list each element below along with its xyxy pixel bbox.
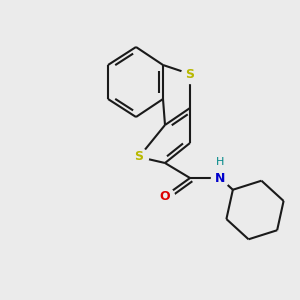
Text: S: S — [185, 68, 194, 80]
Text: S: S — [134, 151, 143, 164]
Text: N: N — [215, 172, 225, 184]
Text: H: H — [216, 157, 224, 167]
Text: O: O — [160, 190, 170, 202]
